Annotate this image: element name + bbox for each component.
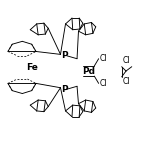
Text: Cl: Cl: [100, 79, 108, 88]
Text: Cl: Cl: [100, 54, 108, 63]
Text: Fe: Fe: [26, 63, 38, 72]
Text: Pd: Pd: [82, 67, 95, 76]
Text: Cl: Cl: [123, 77, 131, 86]
Text: P: P: [61, 85, 67, 94]
Text: P: P: [61, 51, 67, 60]
Text: Cl: Cl: [123, 56, 131, 65]
